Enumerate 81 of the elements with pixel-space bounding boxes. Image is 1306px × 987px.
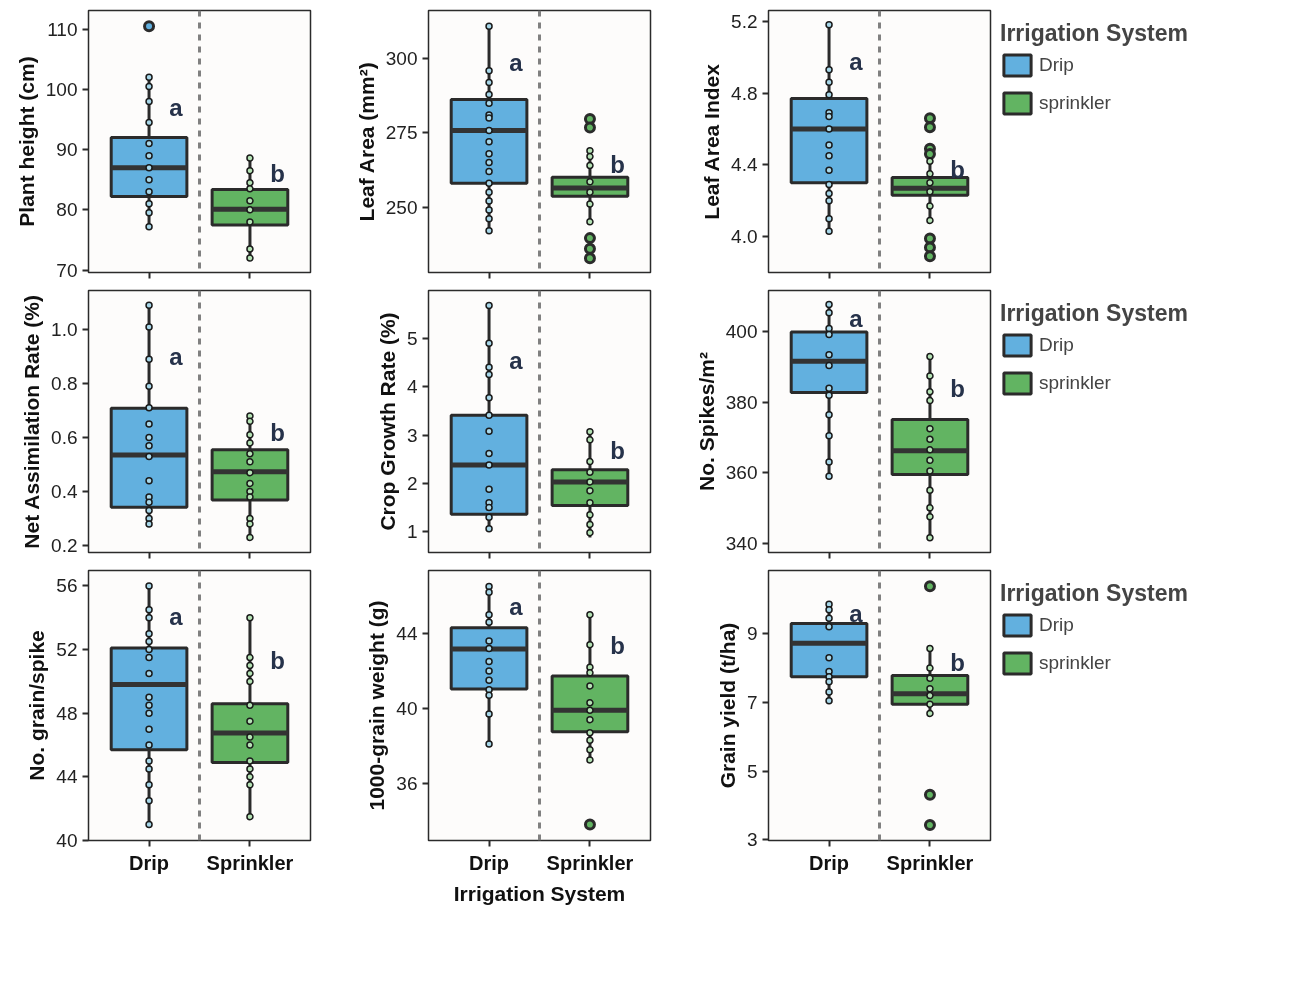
x-tick-label: Sprinkler xyxy=(206,851,294,874)
annotation: a xyxy=(169,93,184,121)
legend-title: Irrigation System xyxy=(1000,20,1188,47)
y-axis-title: Net Assimilation Rate (%) xyxy=(20,295,44,549)
y-tick-label: 250 xyxy=(385,196,418,218)
y-axis-title: Plant height (cm) xyxy=(14,56,38,227)
annotation: a xyxy=(509,346,524,374)
text: sprinkler xyxy=(1039,372,1111,394)
y-tick-label: 7 xyxy=(746,691,758,713)
y-tick-label: 40 xyxy=(56,830,78,851)
legend-title: Irrigation System xyxy=(1000,300,1188,327)
y-tick-label: 48 xyxy=(56,702,78,724)
x-tick-label: Sprinkler xyxy=(886,851,974,874)
text: Drip xyxy=(1039,334,1074,356)
y-axis-title: Grain yield (t/ha) xyxy=(715,622,739,789)
y-axis-title: No. Spikes/m² xyxy=(694,352,718,491)
y-tick-label: 0.2 xyxy=(51,534,78,556)
x-tick-label: Drip xyxy=(809,851,850,874)
annotation: b xyxy=(610,631,625,659)
y-tick-label: 360 xyxy=(725,462,758,484)
y-tick-label: 80 xyxy=(56,199,78,221)
y-tick-label: 4 xyxy=(406,376,418,398)
y-axis-title: Leaf Area Index xyxy=(700,63,724,220)
y-tick-label: 40 xyxy=(396,697,418,719)
annotation: b xyxy=(610,150,625,178)
y-tick-label: 5 xyxy=(406,327,418,349)
y-tick-label: 36 xyxy=(396,772,418,794)
x-axis-title: Irrigation System xyxy=(453,881,626,905)
annotation: b xyxy=(270,418,285,446)
y-tick-label: 2 xyxy=(406,472,418,494)
annotation: b xyxy=(950,648,965,676)
y-tick-label: 4.4 xyxy=(731,154,758,176)
y-tick-label: 1 xyxy=(406,521,418,543)
legend-label: sprinkler xyxy=(1039,652,1111,674)
y-tick-label: 110 xyxy=(47,18,78,40)
y-axis-title: Leaf Area (mm²) xyxy=(354,62,378,222)
y-tick-label: 380 xyxy=(725,391,758,413)
y-tick-label: 0.4 xyxy=(51,481,78,503)
annotation: b xyxy=(270,160,285,188)
legend-label: sprinkler xyxy=(1039,92,1111,114)
annotation: b xyxy=(950,374,965,402)
y-tick-label: 5.2 xyxy=(731,10,758,32)
y-tick-label: 90 xyxy=(56,139,78,161)
y-tick-label: 300 xyxy=(385,48,418,70)
y-axis-title: 1000-grain weight (g) xyxy=(365,600,389,811)
y-tick-label: 56 xyxy=(56,575,78,597)
y-tick-label: 100 xyxy=(45,78,78,100)
y-tick-label: 0.8 xyxy=(51,373,78,395)
x-tick-label: Drip xyxy=(129,851,170,874)
y-tick-label: 9 xyxy=(746,623,758,645)
annotation: a xyxy=(169,343,184,371)
y-tick-label: 1.0 xyxy=(51,319,78,341)
annotation: a xyxy=(509,49,524,77)
y-tick-label: 4.0 xyxy=(731,226,758,248)
annotation: b xyxy=(950,155,965,183)
annotation: a xyxy=(849,304,864,332)
annotation: a xyxy=(169,603,184,631)
y-tick-label: 52 xyxy=(56,639,78,661)
legend-label: Drip xyxy=(1039,54,1074,76)
y-tick-label: 70 xyxy=(56,259,78,281)
annotation: b xyxy=(270,647,285,675)
annotation: a xyxy=(849,48,864,76)
y-tick-label: 44 xyxy=(56,766,78,788)
annotation: b xyxy=(610,437,625,465)
x-tick-label: Drip xyxy=(469,851,510,874)
y-tick-label: 3 xyxy=(406,424,418,446)
y-tick-label: 3 xyxy=(746,829,758,851)
y-tick-label: 4.8 xyxy=(731,82,758,104)
x-tick-label: Sprinkler xyxy=(546,851,634,874)
annotation: a xyxy=(849,600,864,628)
legend-label: Drip xyxy=(1039,614,1074,636)
legend-title: Irrigation System xyxy=(1000,580,1188,607)
y-tick-label: 5 xyxy=(746,760,758,782)
annotation: a xyxy=(509,593,524,621)
y-tick-label: 44 xyxy=(396,622,418,644)
y-tick-label: 0.6 xyxy=(51,427,78,449)
y-tick-label: 400 xyxy=(725,321,758,343)
y-tick-label: 340 xyxy=(725,532,758,554)
y-axis-title: Crop Growth Rate (%) xyxy=(375,312,399,531)
y-axis-title: No. grain/spike xyxy=(25,630,49,781)
y-tick-label: 275 xyxy=(385,122,418,144)
